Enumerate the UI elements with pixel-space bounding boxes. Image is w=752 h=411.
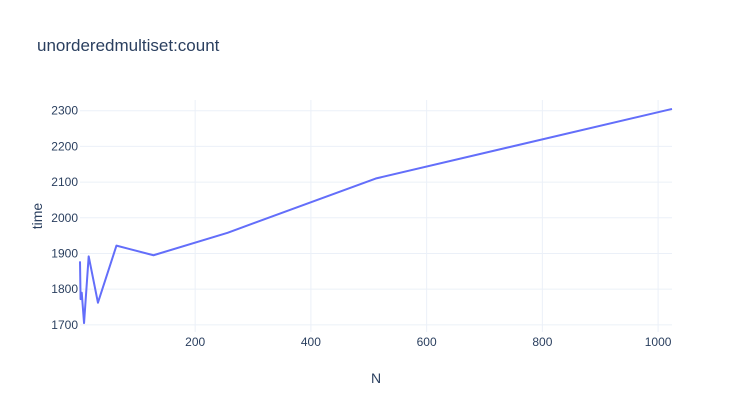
y-tick-label: 2300 xyxy=(51,104,78,118)
series-layer xyxy=(79,107,673,325)
y-axis-title: time xyxy=(29,203,45,230)
y-tick-label: 2200 xyxy=(51,139,78,153)
x-axis-ticks: 200 400 600 800 1000 xyxy=(185,335,672,349)
y-tick-label: 1900 xyxy=(51,246,78,260)
y-tick-label: 2100 xyxy=(51,175,78,189)
chart-title: unorderedmultiset:count xyxy=(37,36,220,55)
x-tick-label: 800 xyxy=(532,335,552,349)
x-tick-label: 1000 xyxy=(645,335,672,349)
y-tick-label: 1800 xyxy=(51,282,78,296)
x-tick-label: 200 xyxy=(185,335,205,349)
y-tick-label: 1700 xyxy=(51,318,78,332)
y-gridlines xyxy=(80,110,672,326)
x-axis-title: N xyxy=(371,370,381,386)
y-axis-ticks: 1700 1800 1900 2000 2100 2200 2300 xyxy=(51,104,78,332)
y-tick-label: 2000 xyxy=(51,211,78,225)
x-tick-label: 600 xyxy=(417,335,437,349)
x-tick-label: 400 xyxy=(301,335,321,349)
